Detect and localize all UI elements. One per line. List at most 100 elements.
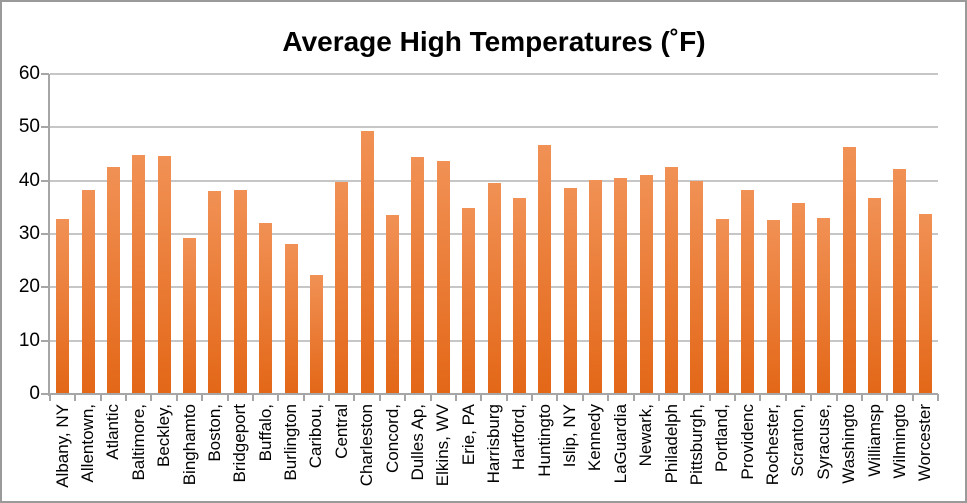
x-axis-label: Baltimore, — [128, 404, 148, 481]
x-axis-tick — [708, 394, 711, 401]
bar-erie-pa — [462, 208, 476, 394]
bar-islip-ny — [563, 187, 577, 394]
x-axis-label: Islip, NY — [560, 404, 580, 468]
x-axis-label: Dulles Ap, — [407, 404, 427, 481]
bar-concord — [386, 215, 399, 394]
x-axis-tick — [251, 394, 254, 401]
y-axis-tick — [41, 126, 49, 129]
plot-area — [50, 73, 938, 394]
x-axis-tick — [632, 394, 635, 401]
x-axis-label: Rochester, — [763, 404, 783, 486]
x-axis-tick — [74, 394, 77, 401]
x-axis-tick — [99, 394, 102, 401]
bar-washingto — [842, 146, 856, 394]
bar-worcester — [918, 214, 932, 394]
x-axis-label: Newark, — [636, 404, 656, 467]
x-axis-label: Wilmingto — [889, 404, 909, 479]
x-axis-tick — [937, 394, 939, 401]
x-axis-tick — [581, 394, 584, 401]
y-axis-tick — [41, 73, 49, 75]
x-axis-tick — [911, 394, 914, 401]
bar-pittsburgh — [690, 180, 704, 394]
bar-buffalo — [259, 222, 273, 394]
bar-boston — [208, 190, 222, 394]
x-axis-tick — [378, 394, 381, 401]
bar-hartford — [512, 198, 526, 394]
x-axis-tick — [607, 394, 610, 401]
x-axis-tick — [49, 394, 51, 401]
bar-rochester — [766, 219, 780, 394]
bar-albany-ny — [56, 218, 70, 394]
y-axis-tick — [41, 233, 49, 235]
x-axis-label: Scranton, — [788, 404, 808, 477]
y-axis-tick — [41, 286, 49, 289]
bar-baltimore — [132, 155, 146, 394]
bar-huntingto — [538, 144, 552, 394]
bar-philadelph — [665, 167, 679, 394]
x-axis-label: Buffalo, — [255, 404, 275, 462]
y-axis-tick-label: 60 — [18, 63, 40, 84]
x-axis-label: Pittsburgh, — [686, 404, 706, 486]
x-axis-label: Worcester — [915, 404, 935, 482]
x-axis-label: Albany, NY — [52, 404, 72, 488]
x-axis-tick — [328, 394, 331, 401]
x-axis-label: Boston, — [204, 404, 224, 462]
bar-atlantic — [106, 167, 120, 394]
x-axis-tick — [531, 394, 534, 401]
x-axis-tick — [277, 394, 280, 401]
x-axis-tick — [302, 394, 305, 401]
bar-bridgeport — [233, 190, 247, 394]
x-axis-tick — [353, 394, 356, 401]
bar-laguardia — [614, 178, 628, 394]
x-axis-tick — [759, 394, 762, 401]
x-axis-label: Charleston — [357, 404, 377, 487]
x-axis-tick — [835, 394, 838, 401]
x-axis-tick — [784, 394, 787, 401]
x-axis-tick — [657, 394, 660, 401]
x-axis-label: Williamsp — [864, 404, 884, 477]
x-axis-tick — [150, 394, 153, 401]
x-axis-tick — [226, 394, 229, 401]
x-axis-label: Hartford, — [509, 404, 529, 471]
bar-kennedy — [588, 180, 602, 394]
x-axis-label: Burlington — [281, 404, 301, 481]
bar-syracuse — [817, 218, 831, 394]
bar-beckley — [157, 156, 171, 394]
y-axis-tick — [41, 339, 49, 342]
bar-williamsp — [868, 197, 882, 394]
x-axis-tick — [505, 394, 508, 401]
x-axis-label: Harrisburg — [484, 404, 503, 484]
bar-providenc — [741, 189, 755, 394]
x-axis-label: Concord, — [382, 404, 402, 473]
x-axis-tick — [429, 394, 432, 401]
x-axis-label: Central — [331, 404, 351, 459]
x-axis-tick — [556, 394, 559, 401]
y-axis-tick-label: 30 — [18, 223, 40, 244]
x-axis-label: Kennedy — [585, 404, 605, 472]
bar-dulles-ap — [411, 157, 425, 394]
gridline-60 — [50, 73, 938, 75]
x-axis-tick — [860, 394, 863, 401]
x-axis-label: Binghamto — [179, 404, 199, 486]
x-axis-label: LaGuardia — [610, 404, 630, 484]
bar-harrisburg — [487, 182, 501, 394]
y-axis-tick-label: 50 — [18, 116, 40, 138]
chart-title: Average High Temperatures (˚F) — [282, 26, 706, 57]
x-axis-tick — [404, 394, 407, 401]
bar-scranton — [791, 203, 805, 394]
bar-caribou — [309, 274, 323, 394]
x-axis-tick — [125, 394, 128, 401]
x-axis-tick — [734, 394, 737, 401]
bar-allentown — [81, 189, 95, 394]
x-axis-tick — [683, 394, 686, 401]
x-axis-tick — [201, 394, 204, 401]
bar-binghamto — [183, 238, 197, 394]
bar-newark — [639, 175, 653, 394]
x-axis-line — [48, 393, 938, 395]
x-axis-label: Philadelph — [661, 404, 681, 484]
x-axis-label: Syracuse, — [813, 404, 833, 480]
bar-elkins-wv — [436, 161, 450, 394]
y-axis-line — [48, 74, 50, 396]
y-axis-tick-label: 10 — [18, 329, 40, 351]
